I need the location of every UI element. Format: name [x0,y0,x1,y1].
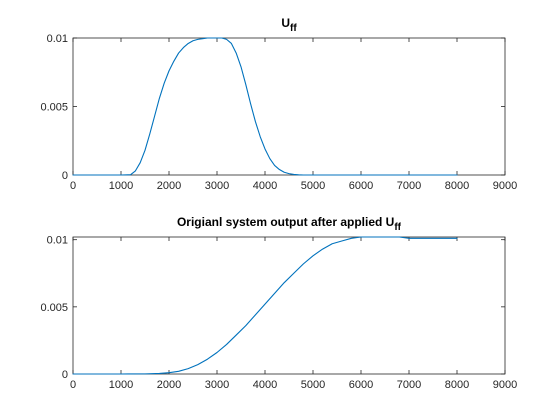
x-tick-label: 5000 [301,180,325,192]
series-line-1 [72,37,458,176]
x-tick-label: 4000 [253,180,277,192]
axes-2: 0 1000 2000 3000 4000 5000 6000 7000 8000 9000 0 0.… [40,215,517,391]
x-tick-label: 2000 [157,379,181,391]
axes-box [72,37,506,176]
series-line-1 [72,236,458,375]
y-tick-label: 0.01 [47,33,68,45]
x-tick-label: 1000 [109,180,133,192]
x-tick-label: 9000 [493,379,517,391]
x-tick-label: 6000 [349,180,373,192]
x-tick-label: 3000 [205,379,229,391]
x-tick-label: 0 [70,379,76,391]
y-tick-label: 0 [62,170,68,182]
x-tick-label: 6000 [349,379,373,391]
chart-title-subscript: ff [394,222,401,233]
x-tick-label: 8000 [445,180,469,192]
x-tick-label: 2000 [157,180,181,192]
x-tick-label: 7000 [397,379,421,391]
x-tick-label: 0 [70,180,76,192]
x-tick-label: 9000 [493,180,517,192]
axes-1: 0 1000 2000 3000 4000 5000 6000 7000 8000 9000 0 0.… [40,16,517,192]
chart-title: Uff [281,16,297,34]
x-tick-label: 7000 [397,180,421,192]
x-tick-label: 3000 [205,180,229,192]
y-tick-label: 0.005 [40,102,68,114]
x-tick-label: 5000 [301,379,325,391]
x-tick-label: 8000 [445,379,469,391]
y-tick-label: 0.01 [47,235,68,247]
x-tick-label: 1000 [109,379,133,391]
chart-title-subscript: ff [290,23,297,34]
y-tick-label: 0 [62,369,68,381]
axes-box [72,236,506,375]
chart-title-main: U [281,16,290,30]
x-tick-label: 4000 [253,379,277,391]
chart-title: Origianl system output after applied Uff [177,215,402,233]
y-tick-label: 0.005 [40,302,68,314]
chart-title-main: Origianl system output after applied U [177,215,394,229]
